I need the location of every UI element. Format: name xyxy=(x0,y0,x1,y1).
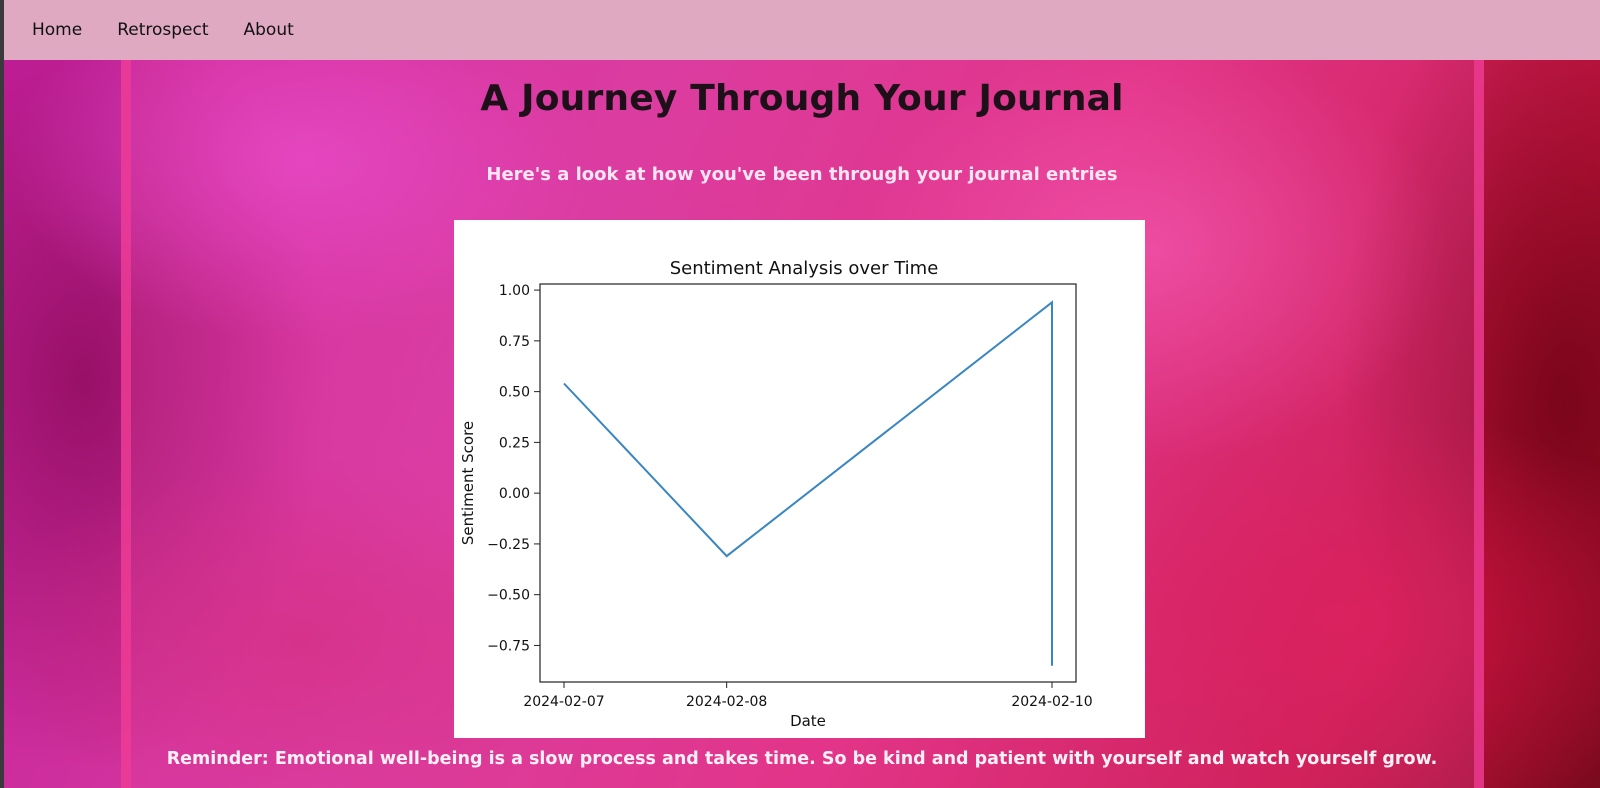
y-axis-label: Sentiment Score xyxy=(459,421,477,545)
y-tick-label: 0.50 xyxy=(499,385,530,401)
y-tick-label: 0.00 xyxy=(499,486,530,502)
y-tick-label: −0.25 xyxy=(487,537,530,553)
series xyxy=(563,300,1053,666)
x-tick-label: 2024-02-07 xyxy=(523,694,604,710)
y-tick-label: −0.50 xyxy=(487,588,530,604)
y-tick-label: 0.75 xyxy=(499,334,530,350)
page-subtitle: Here's a look at how you've been through… xyxy=(486,164,1118,185)
page-title: A Journey Through Your Journal xyxy=(480,78,1124,119)
nav-retrospect-link[interactable]: Retrospect xyxy=(117,20,209,40)
page-background: Home Retrospect About A Journey Through … xyxy=(4,0,1600,788)
x-axis: 2024-02-07 2024-02-08 2024-02-10 xyxy=(523,682,1093,710)
x-tick-label: 2024-02-10 xyxy=(1011,694,1092,710)
top-navbar: Home Retrospect About xyxy=(4,0,1600,60)
sentiment-chart: Sentiment Analysis over Time 1.00 0.75 0.5… xyxy=(459,258,1093,730)
y-axis: 1.00 0.75 0.50 0.25 0.00 −0.25 −0.50 −0.75 xyxy=(487,283,540,654)
nav-about-link[interactable]: About xyxy=(243,20,294,40)
sentiment-series-line xyxy=(563,300,1053,666)
x-axis-label: Date xyxy=(790,712,826,730)
y-tick-label: 1.00 xyxy=(499,283,530,299)
x-tick-label: 2024-02-08 xyxy=(686,694,767,710)
nav-home-link[interactable]: Home xyxy=(32,20,83,40)
reminder-text: Reminder: Emotional well-being is a slow… xyxy=(166,749,1438,769)
y-tick-label: 0.25 xyxy=(499,435,530,451)
chart-axes-frame xyxy=(539,283,1077,683)
chart-title: Sentiment Analysis over Time xyxy=(670,258,939,279)
y-tick-label: −0.75 xyxy=(487,638,530,654)
sentiment-chart-image: Sentiment Analysis over Time 1.00 0.75 0.5… xyxy=(454,220,1145,738)
